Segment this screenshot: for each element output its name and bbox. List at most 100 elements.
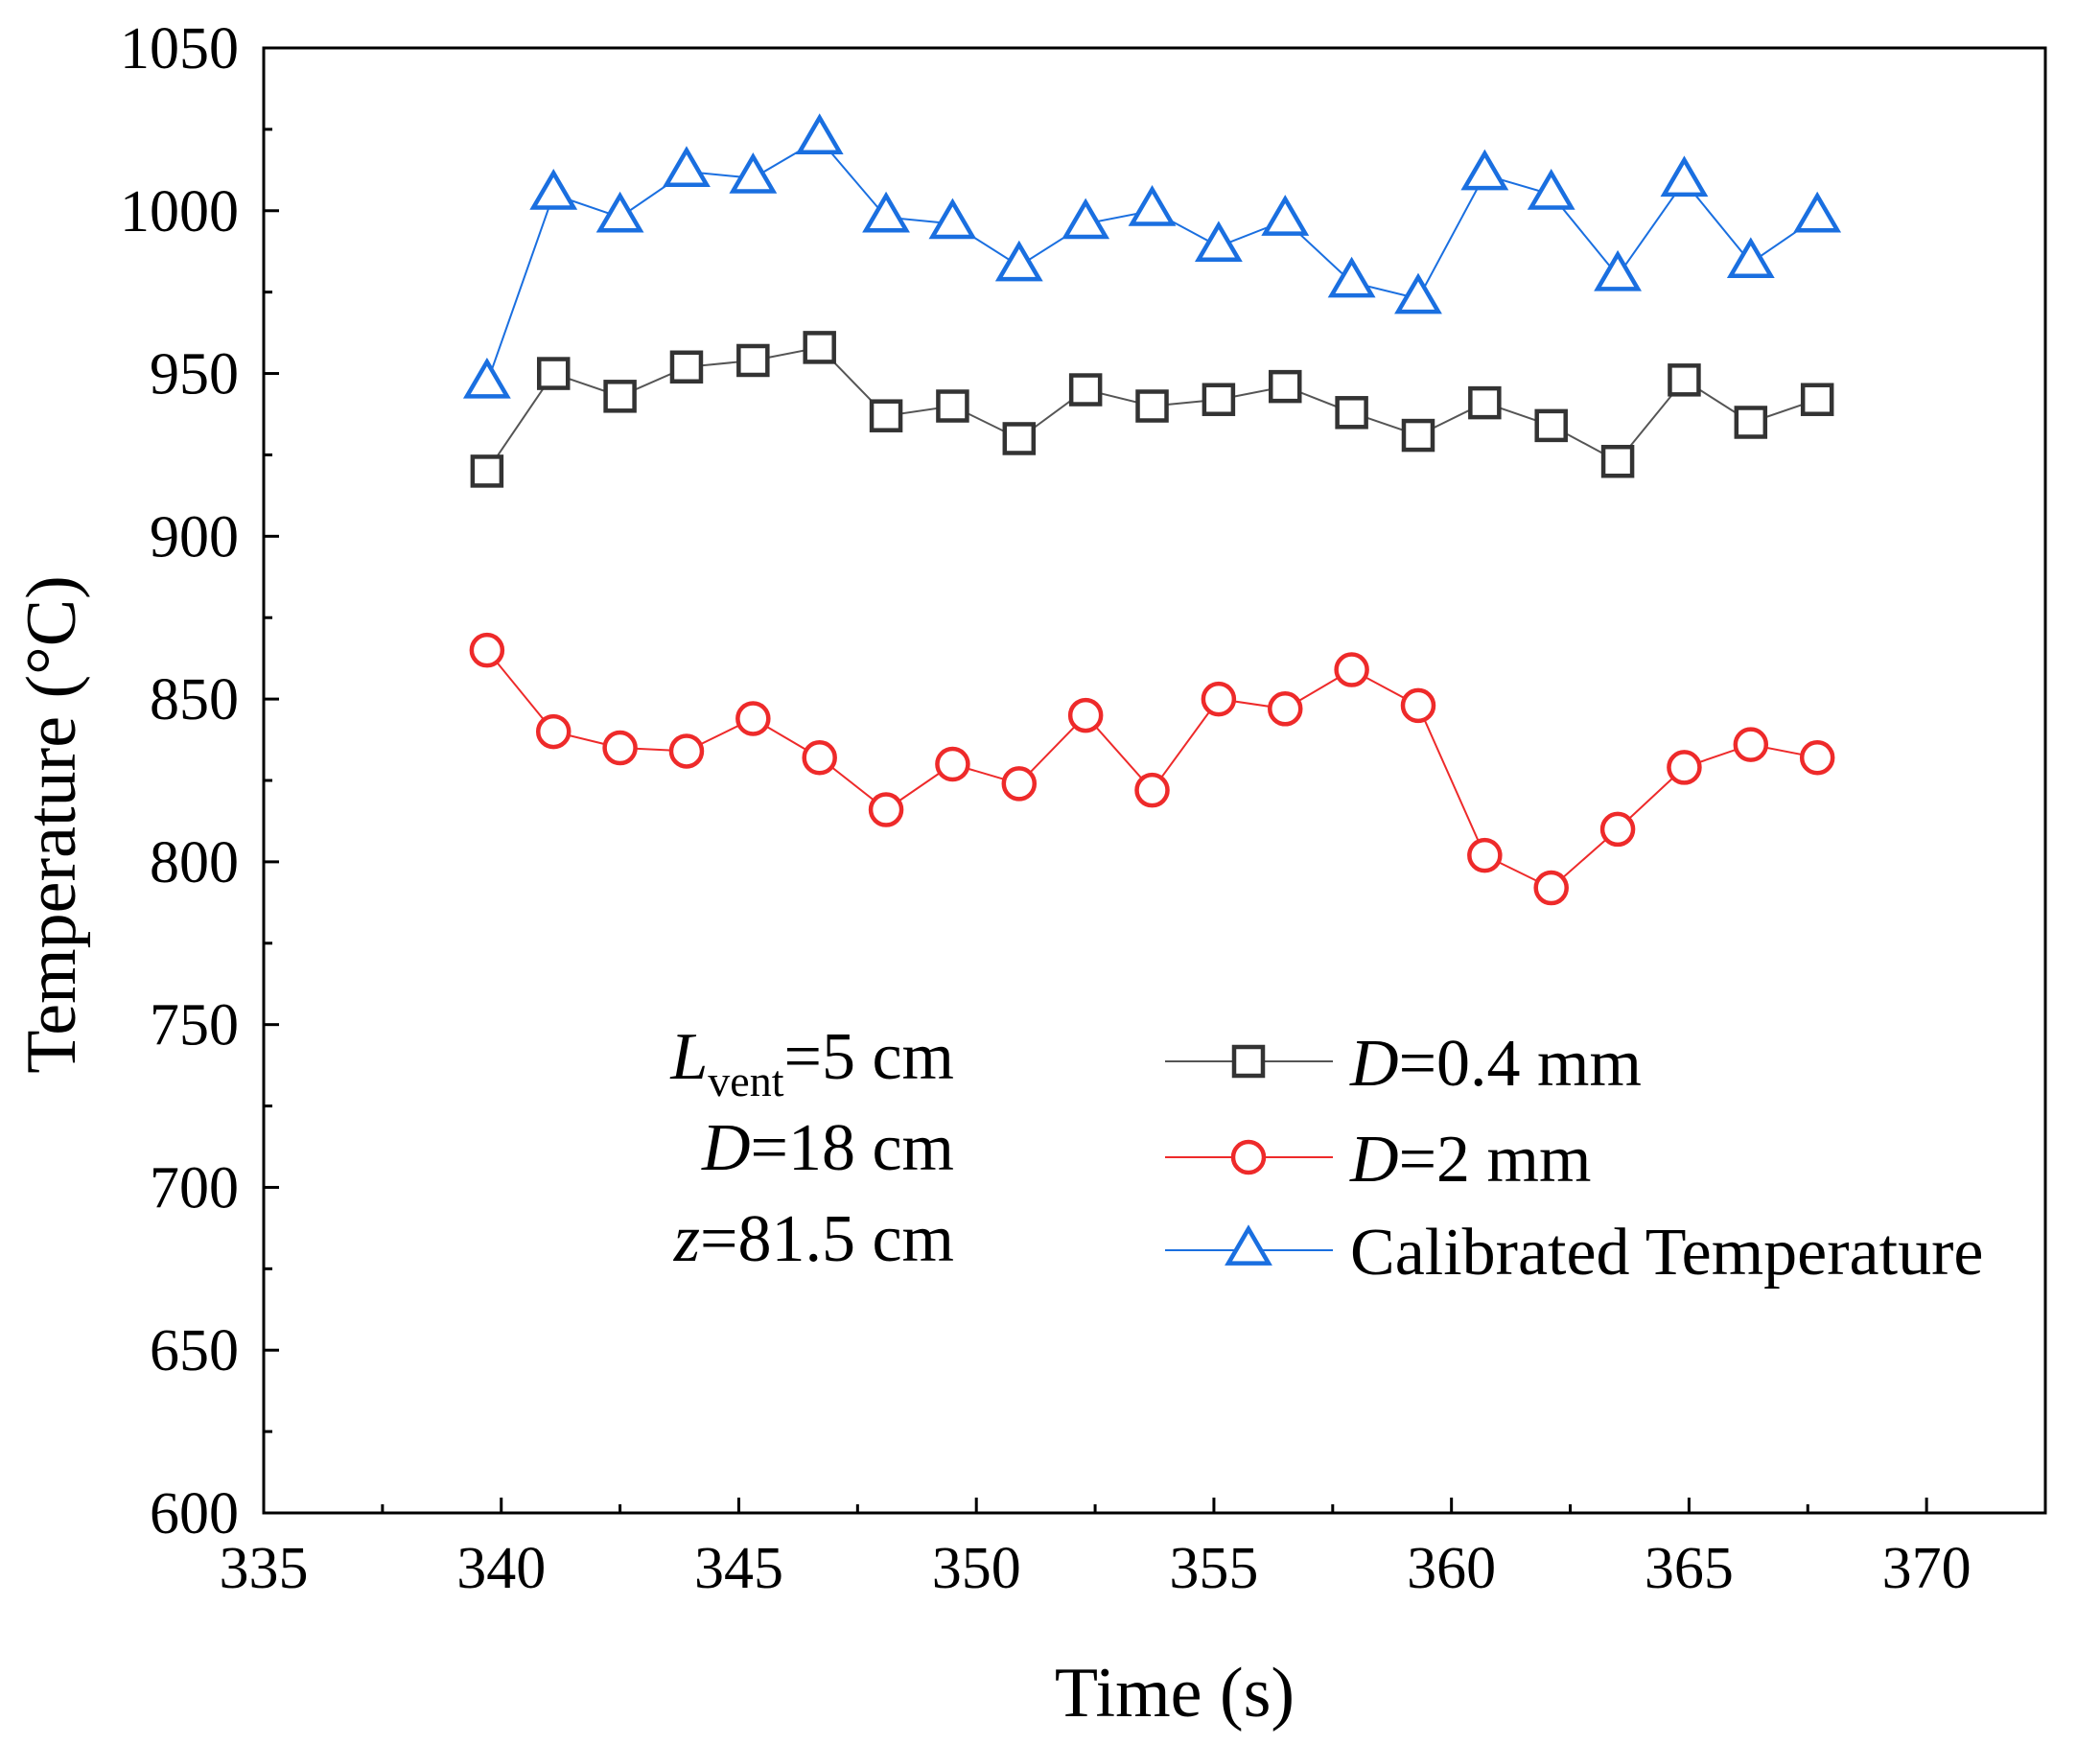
annotation-line: D=18 cm [701,1111,954,1185]
data-point [935,746,970,782]
data-point [1202,383,1236,416]
data-point [1660,155,1709,198]
data-point [1534,408,1568,443]
x-axis: 335 340 345 350 355 360 365 370 [220,1498,1972,1601]
data-point [1268,691,1303,727]
data-point [936,389,969,423]
data-point [669,350,704,384]
data-point [868,792,904,827]
legend: D=0.4 mm D=2 mm Calibrated Temperature [1165,1027,1983,1290]
data-point [795,113,844,155]
data-point [469,632,505,668]
y-tick-label: 1050 [120,16,239,81]
legend-item: D=0.4 mm [1165,1027,1642,1101]
data-point [595,191,644,233]
series-triangle [462,113,1842,399]
x-tick-label: 335 [220,1536,309,1601]
legend-marker-triangle [1225,1224,1272,1266]
y-tick-label: 600 [150,1481,239,1546]
data-point [529,169,578,210]
data-point [603,380,637,413]
data-point [1400,687,1436,724]
y-axis-title: Temperature (°C) [12,575,91,1074]
data-point [1067,697,1104,733]
data-point [663,146,711,187]
legend-marker-circle [1230,1139,1267,1175]
x-tick-label: 340 [456,1536,546,1601]
data-point [1799,739,1835,776]
y-tick-label: 850 [150,667,239,732]
data-point [1733,727,1769,762]
data-point [1460,149,1509,191]
data-point [1135,389,1169,423]
data-point [1128,184,1177,226]
data-point [1793,191,1842,233]
data-point [802,739,837,776]
data-point [1001,766,1038,802]
data-point [1726,237,1775,279]
y-axis: 600 650 700 750 800 850 900 950 1000 1050 [120,16,279,1546]
y-tick-label: 750 [150,993,239,1058]
x-tick-label: 355 [1169,1536,1258,1601]
data-point [1734,406,1768,439]
annotation-line: Lvent=5 cm [669,1020,954,1105]
data-point [1594,249,1642,291]
data-point [536,357,571,390]
y-tick-label: 800 [150,830,239,895]
annotation-line: z=81.5 cm [673,1202,954,1276]
data-point [1335,396,1368,430]
series-circle [469,632,1835,906]
data-point [729,152,778,194]
data-point [1600,444,1635,478]
x-tick-label: 345 [694,1536,783,1601]
data-point [668,733,705,769]
x-tick-label: 370 [1882,1536,1972,1601]
legend-label: D=0.4 mm [1349,1027,1642,1101]
data-point [928,198,977,240]
data-point [1002,422,1037,455]
data-point [803,331,836,364]
data-point [1201,681,1237,717]
legend-item: D=2 mm [1165,1123,1591,1197]
data-point [1134,772,1170,808]
legend-item: Calibrated Temperature [1165,1216,1983,1290]
data-point [1327,256,1376,298]
data-point [462,357,511,399]
data-point [869,399,903,432]
data-point [1468,385,1502,420]
x-tick-label: 365 [1645,1536,1734,1601]
data-point [1394,272,1442,314]
data-point [1668,363,1701,397]
data-point [470,454,504,488]
data-point [1062,198,1110,240]
data-point [994,240,1043,282]
series-square [470,331,1834,488]
data-point [1467,837,1503,873]
y-tick-label: 700 [150,1155,239,1221]
data-point [1401,418,1435,453]
data-point [1800,383,1834,416]
data-point [1533,870,1569,906]
series-layer [462,113,1842,906]
data-point [1334,652,1369,687]
series-line [486,649,1818,890]
data-point [735,701,771,736]
x-tick-label: 360 [1407,1536,1496,1601]
data-point [862,191,910,233]
legend-marker-square [1231,1044,1266,1079]
legend-label: D=2 mm [1349,1123,1591,1197]
x-tick-label: 350 [932,1536,1021,1601]
y-tick-label: 900 [150,504,239,570]
y-tick-label: 650 [150,1318,239,1384]
legend-label: Calibrated Temperature [1350,1216,1983,1290]
data-point [1261,195,1310,236]
y-tick-label: 950 [150,342,239,407]
data-point [1194,221,1243,263]
data-point [535,713,572,750]
data-point [736,343,770,378]
data-point [1068,373,1103,407]
x-axis-title: Time (s) [1055,1654,1295,1732]
data-point [1527,169,1575,210]
data-point [1667,750,1702,785]
